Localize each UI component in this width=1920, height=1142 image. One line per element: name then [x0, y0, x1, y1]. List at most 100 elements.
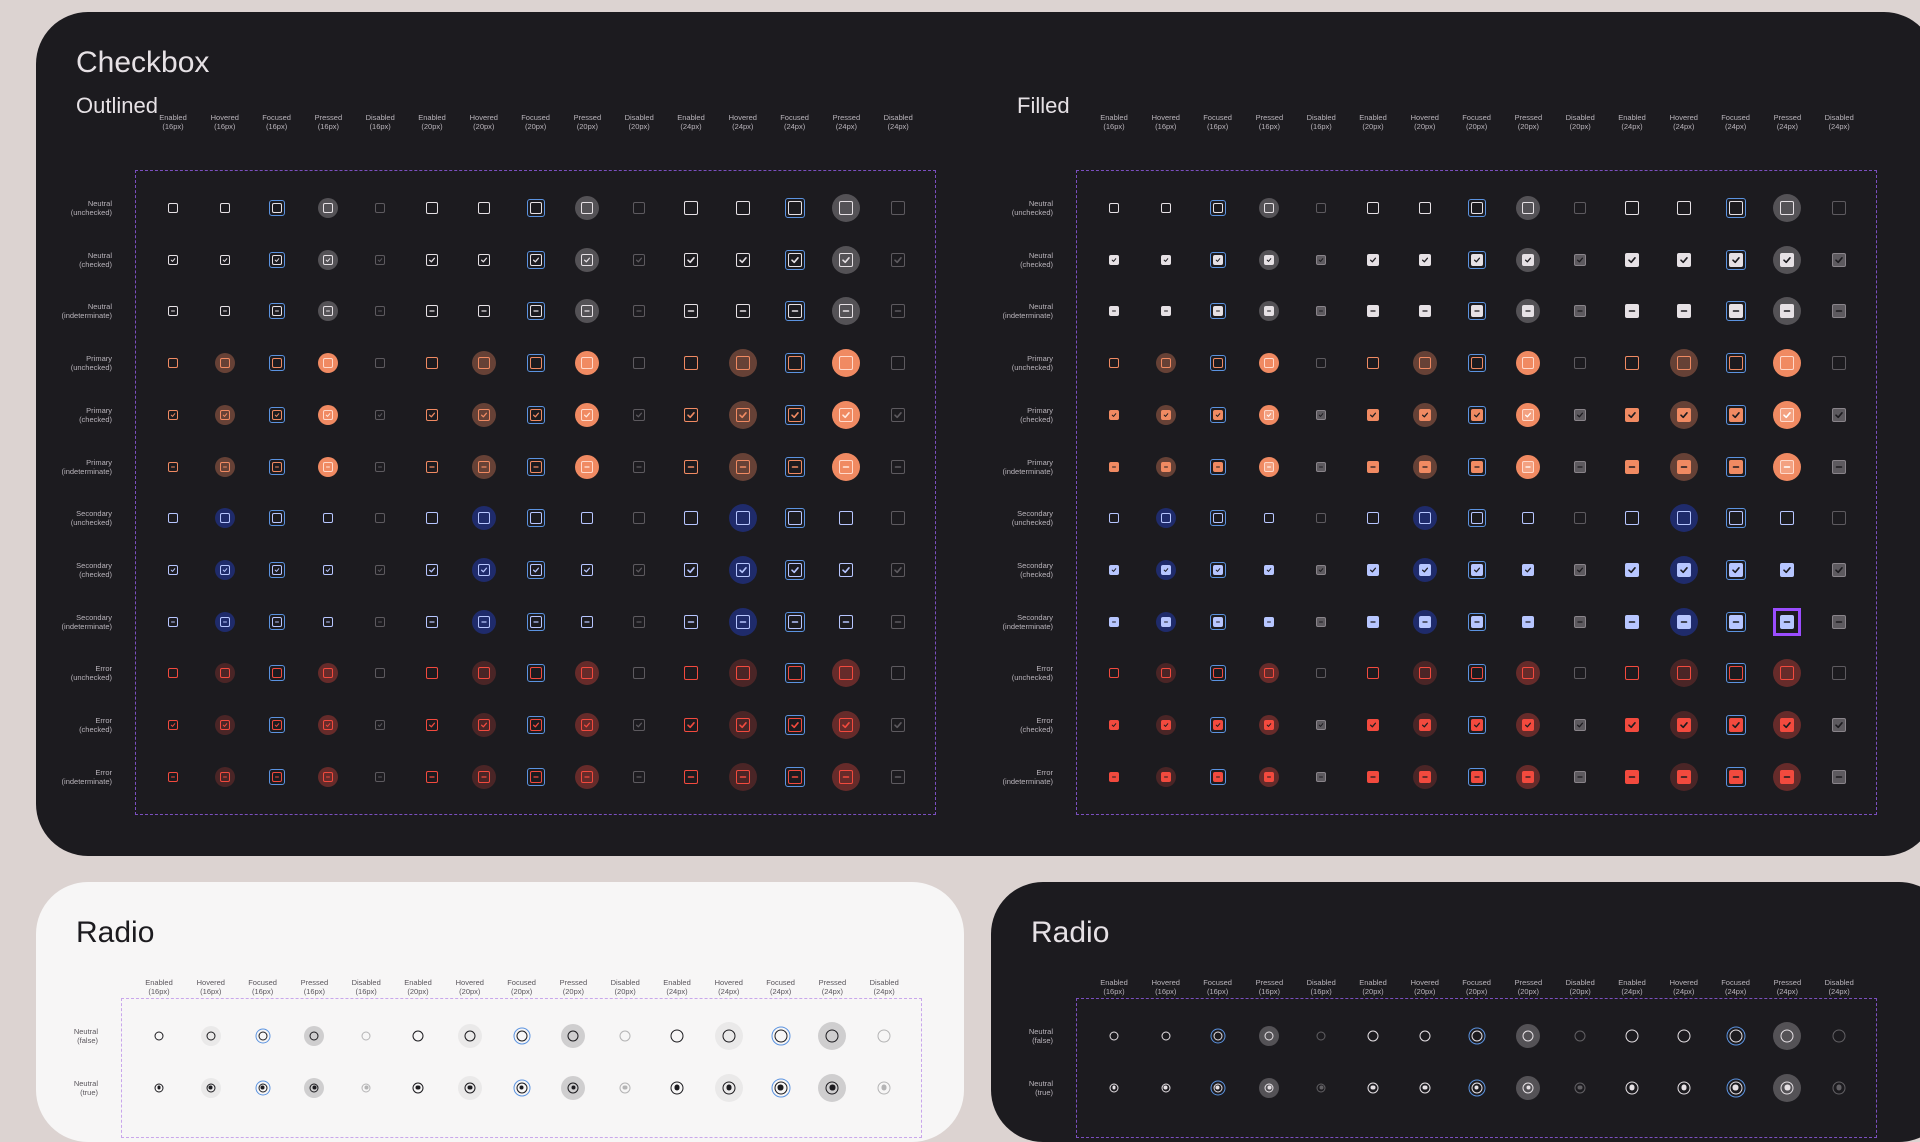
column-state-label: Hovered: [714, 978, 743, 987]
focus-ring: [526, 354, 545, 373]
row-variant-label: (unchecked): [1011, 363, 1053, 373]
checkbox-box: [426, 460, 438, 473]
outlined-row-header: Primary (unchecked): [36, 354, 112, 372]
checkbox-box: [271, 461, 282, 472]
checkmark-icon: [1318, 568, 1324, 572]
column-size-label: (16px): [1155, 122, 1177, 131]
focus-ring: [1467, 354, 1486, 373]
column-size-label: (16px): [214, 122, 236, 131]
checkbox-box: [1780, 769, 1795, 784]
indeterminate-dash-icon: [274, 310, 279, 312]
column-state-label: Disabled: [1824, 978, 1854, 987]
checkbox-box: [219, 564, 230, 575]
column-size-label: (16px): [1258, 987, 1281, 996]
indeterminate-dash-icon: [1112, 776, 1116, 778]
filled-column-header: Disabled (24px): [1812, 113, 1866, 131]
checkbox-box: [323, 513, 334, 524]
radio-button: [464, 1030, 476, 1042]
radio-dot: [157, 1085, 161, 1090]
focus-ring: [526, 664, 545, 683]
checkbox-box: [1470, 357, 1483, 370]
checkbox-box: [684, 511, 698, 526]
checkbox-box: [1625, 769, 1639, 784]
radio-dot: [312, 1085, 317, 1090]
checkmark-icon: [222, 723, 228, 727]
checkbox-box: [839, 252, 854, 267]
checkbox-box: [1470, 305, 1483, 318]
radio-button: [1832, 1029, 1846, 1043]
indeterminate-dash-icon: [1628, 775, 1636, 778]
filled-row-header: Error (unchecked): [973, 664, 1053, 682]
radio-light-column-header: Disabled (24px): [857, 978, 911, 996]
outlined-column-header: Enabled (16px): [146, 113, 200, 131]
checkmark-icon: [1215, 412, 1220, 417]
state-layer: [471, 661, 496, 686]
radio-dark-column-header: Disabled (16px): [1294, 978, 1348, 996]
column-size-label: (24px): [666, 987, 688, 996]
checkbox-box: [1676, 407, 1691, 422]
column-state-label: Focused: [248, 978, 277, 987]
checkbox-box: [1470, 563, 1483, 576]
focus-ring: [1467, 405, 1486, 424]
column-state-label: Hovered: [455, 978, 484, 987]
radio-light-column-header: Hovered (24px): [702, 978, 756, 996]
radio-button: [1264, 1083, 1274, 1093]
indeterminate-dash-icon: [171, 621, 175, 623]
checkbox-box: [735, 407, 750, 422]
checkbox-box: [168, 513, 178, 524]
indeterminate-dash-icon: [584, 620, 591, 623]
checkbox-box: [1160, 668, 1171, 679]
indeterminate-dash-icon: [739, 310, 747, 313]
radio-dark-column-header: Disabled (24px): [1812, 978, 1866, 996]
checkbox-box: [787, 304, 802, 319]
radio-button: [670, 1081, 684, 1095]
checkmark-icon: [222, 568, 228, 572]
column-state-label: Pressed: [1773, 978, 1802, 987]
radio-button: [1522, 1082, 1534, 1094]
checkbox-box: [426, 202, 438, 214]
checkmark-icon: [170, 723, 176, 727]
column-size-label: (16px): [1206, 987, 1229, 996]
column-size-label: (24px): [718, 987, 740, 996]
indeterminate-dash-icon: [843, 620, 850, 623]
checkbox-box: [477, 512, 490, 525]
checkbox-box: [787, 666, 802, 681]
checkbox-box: [581, 253, 594, 266]
checkmark-icon: [1215, 257, 1220, 262]
checkmark-icon: [428, 257, 436, 263]
checkbox-box: [219, 254, 230, 265]
checkbox-box: [168, 409, 178, 420]
checkbox-box: [375, 358, 386, 369]
state-layer: [575, 402, 600, 427]
checkmark-icon: [1525, 257, 1532, 263]
indeterminate-dash-icon: [481, 310, 487, 313]
checkbox-box: [684, 304, 698, 319]
checkbox-box: [1676, 459, 1691, 474]
checkbox-box: [168, 358, 178, 369]
row-color-label: Secondary: [76, 509, 112, 519]
checkbox-box: [477, 408, 490, 421]
row-color-label: Neutral: [87, 199, 112, 208]
checkbox-box: [1832, 459, 1847, 474]
radio-dark-dashed-frame: [1076, 998, 1878, 1138]
row-variant-label: (indeterminate): [61, 466, 112, 476]
column-size-label: (20px): [1569, 987, 1591, 996]
indeterminate-dash-icon: [1422, 620, 1428, 623]
focus-ring: [255, 1028, 271, 1044]
checkmark-icon: [274, 257, 279, 262]
checkbox-box: [1316, 358, 1327, 369]
column-size-label: (24px): [732, 122, 754, 131]
indeterminate-dash-icon: [429, 310, 435, 313]
focus-ring: [268, 355, 285, 372]
focus-ring: [1725, 404, 1746, 425]
checkbox-box: [168, 203, 178, 213]
checkbox-box: [1418, 460, 1431, 473]
focus-ring: [255, 1080, 271, 1096]
column-size-label: (20px): [1569, 122, 1591, 131]
state-layer: [1669, 504, 1698, 533]
radio-light-column-header: Hovered (20px): [443, 978, 497, 996]
column-size-label: (20px): [459, 987, 481, 996]
column-state-label: Disabled: [1565, 113, 1595, 122]
radio-dot: [467, 1085, 473, 1090]
checkbox-box: [684, 356, 698, 371]
